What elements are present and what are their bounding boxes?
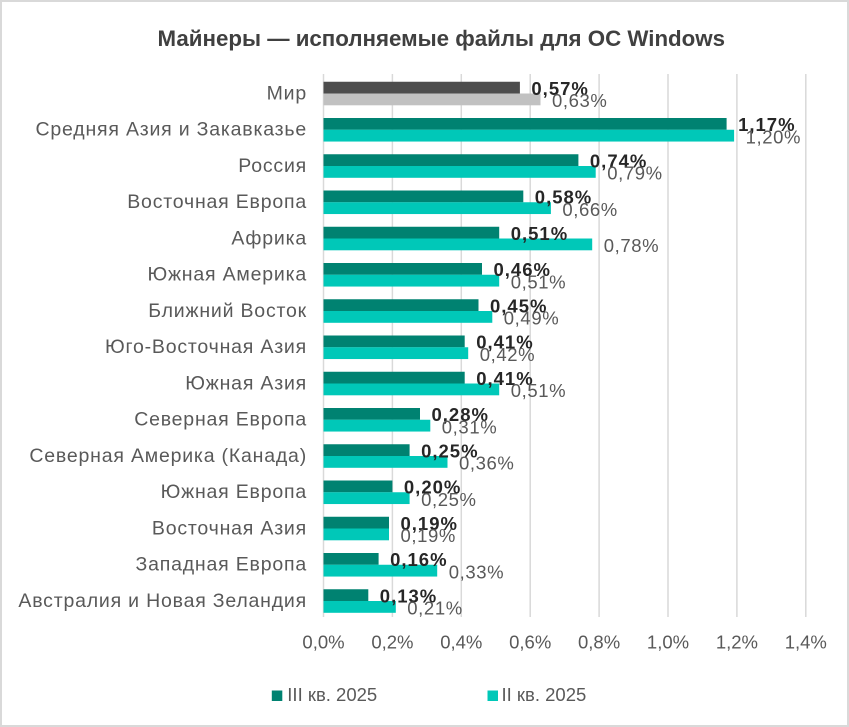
svg-text:0,58%: 0,58%: [535, 187, 592, 208]
svg-text:0,21%: 0,21%: [407, 598, 462, 619]
svg-text:0,25%: 0,25%: [421, 440, 478, 461]
svg-text:0,33%: 0,33%: [449, 562, 504, 583]
svg-text:1,4%: 1,4%: [785, 632, 827, 653]
svg-text:Южная Америка: Южная Америка: [147, 264, 307, 286]
svg-text:Майнеры — исполняемые файлы дл: Майнеры — исполняемые файлы для ОС Windo…: [158, 26, 726, 51]
svg-text:Африка: Африка: [231, 227, 307, 249]
svg-text:1,20%: 1,20%: [746, 126, 801, 147]
svg-text:0,63%: 0,63%: [552, 90, 607, 111]
svg-text:0,42%: 0,42%: [480, 344, 535, 365]
svg-text:Ближний Восток: Ближний Восток: [148, 300, 307, 322]
svg-text:Австралия и Новая Зеландия: Австралия и Новая Зеландия: [18, 590, 307, 612]
svg-text:0,78%: 0,78%: [604, 235, 659, 256]
svg-text:1,0%: 1,0%: [647, 632, 689, 653]
svg-text:0,4%: 0,4%: [440, 632, 482, 653]
svg-text:0,51%: 0,51%: [511, 271, 566, 292]
svg-text:0,8%: 0,8%: [578, 632, 620, 653]
svg-text:0,19%: 0,19%: [401, 525, 456, 546]
svg-text:Мир: Мир: [267, 82, 307, 104]
svg-text:0,25%: 0,25%: [421, 489, 476, 510]
svg-text:0,57%: 0,57%: [531, 78, 588, 99]
svg-text:0,36%: 0,36%: [459, 453, 514, 474]
svg-text:1,2%: 1,2%: [716, 632, 758, 653]
svg-text:Восточная Европа: Восточная Европа: [127, 191, 307, 213]
svg-text:0,28%: 0,28%: [432, 404, 489, 425]
svg-text:0,51%: 0,51%: [511, 223, 568, 244]
svg-text:Северная Европа: Северная Европа: [134, 409, 307, 431]
svg-text:0,79%: 0,79%: [607, 163, 662, 184]
svg-text:II кв. 2025: II кв. 2025: [502, 684, 587, 705]
svg-text:Юго-Восточная Азия: Юго-Восточная Азия: [105, 336, 307, 358]
svg-text:Россия: Россия: [238, 155, 307, 177]
svg-text:0,74%: 0,74%: [590, 150, 647, 171]
svg-text:0,0%: 0,0%: [302, 632, 344, 653]
svg-text:Южная Европа: Южная Европа: [161, 481, 307, 503]
svg-text:0,49%: 0,49%: [504, 308, 559, 329]
svg-text:1,17%: 1,17%: [738, 114, 795, 135]
svg-text:Северная Америка (Канада): Северная Америка (Канада): [29, 445, 307, 467]
svg-text:0,66%: 0,66%: [562, 199, 617, 220]
svg-text:0,16%: 0,16%: [390, 549, 447, 570]
svg-text:0,41%: 0,41%: [476, 368, 533, 389]
svg-text:0,13%: 0,13%: [380, 585, 437, 606]
svg-text:0,46%: 0,46%: [494, 259, 551, 280]
svg-text:Южная Азия: Южная Азия: [185, 372, 307, 394]
svg-text:Средняя Азия и Закавказье: Средняя Азия и Закавказье: [36, 119, 307, 141]
svg-text:0,51%: 0,51%: [511, 380, 566, 401]
svg-text:0,45%: 0,45%: [490, 295, 547, 316]
svg-text:0,6%: 0,6%: [509, 632, 551, 653]
svg-text:0,19%: 0,19%: [401, 513, 458, 534]
svg-text:Западная Европа: Западная Европа: [136, 554, 307, 576]
svg-text:0,31%: 0,31%: [442, 416, 497, 437]
svg-text:0,2%: 0,2%: [371, 632, 413, 653]
svg-text:Восточная Азия: Восточная Азия: [152, 517, 307, 539]
svg-text:III кв. 2025: III кв. 2025: [287, 684, 377, 705]
svg-text:0,20%: 0,20%: [404, 477, 461, 498]
svg-text:0,41%: 0,41%: [476, 332, 533, 353]
